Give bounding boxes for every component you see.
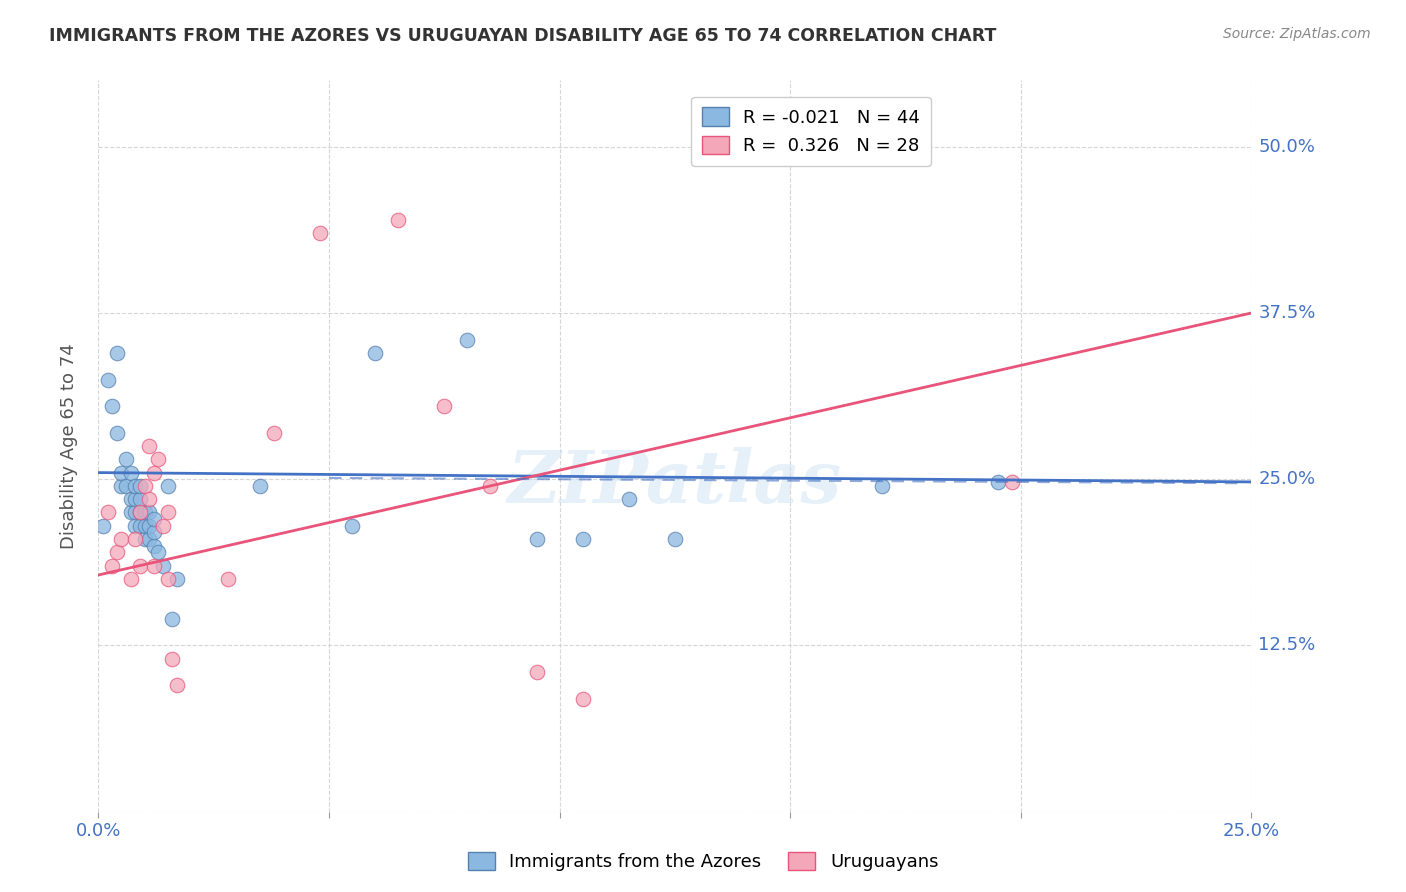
Legend: Immigrants from the Azores, Uruguayans: Immigrants from the Azores, Uruguayans: [460, 845, 946, 879]
Point: [124, 479, 146, 493]
Point: [138, 532, 160, 546]
Point: [249, 479, 271, 493]
Point: [120, 466, 142, 480]
Point: [166, 572, 188, 586]
Text: 12.5%: 12.5%: [1258, 637, 1316, 655]
Point: [217, 572, 239, 586]
Point: [571, 691, 593, 706]
Point: [97, 506, 120, 520]
Point: [617, 492, 640, 507]
Point: [160, 612, 183, 626]
Point: [433, 399, 456, 413]
Point: [987, 475, 1010, 489]
Point: [124, 518, 146, 533]
Point: [526, 532, 548, 546]
Point: [124, 492, 146, 507]
Point: [156, 572, 179, 586]
Point: [105, 545, 128, 559]
Point: [1000, 475, 1022, 489]
Point: [105, 425, 128, 440]
Point: [571, 532, 593, 546]
Point: [120, 492, 142, 507]
Point: [148, 545, 170, 559]
Point: [142, 558, 165, 573]
Legend: R = -0.021   N = 44, R =  0.326   N = 28: R = -0.021 N = 44, R = 0.326 N = 28: [690, 96, 931, 166]
Point: [160, 652, 183, 666]
Point: [263, 425, 285, 440]
Point: [152, 558, 174, 573]
Point: [134, 506, 156, 520]
Point: [142, 525, 165, 540]
Point: [387, 213, 409, 227]
Point: [456, 333, 478, 347]
Point: [91, 518, 114, 533]
Point: [120, 506, 142, 520]
Point: [526, 665, 548, 679]
Point: [129, 506, 152, 520]
Point: [134, 518, 156, 533]
Text: ZIPatlas: ZIPatlas: [508, 447, 842, 518]
Point: [134, 532, 156, 546]
Point: [142, 512, 165, 526]
Point: [664, 532, 686, 546]
Point: [479, 479, 502, 493]
Point: [105, 346, 128, 360]
Point: [129, 506, 152, 520]
Text: Source: ZipAtlas.com: Source: ZipAtlas.com: [1223, 27, 1371, 41]
Point: [134, 479, 156, 493]
Point: [115, 452, 138, 467]
Point: [156, 479, 179, 493]
Point: [101, 558, 124, 573]
Point: [364, 346, 387, 360]
Point: [166, 678, 188, 692]
Text: 50.0%: 50.0%: [1258, 137, 1315, 156]
Point: [124, 506, 146, 520]
Point: [110, 466, 132, 480]
Point: [115, 479, 138, 493]
Text: 37.5%: 37.5%: [1258, 304, 1316, 322]
Point: [110, 532, 132, 546]
Point: [97, 372, 120, 386]
Point: [340, 518, 363, 533]
Point: [129, 558, 152, 573]
Point: [129, 479, 152, 493]
Point: [156, 506, 179, 520]
Point: [101, 399, 124, 413]
Point: [308, 226, 330, 240]
Point: [120, 572, 142, 586]
Point: [129, 518, 152, 533]
Point: [872, 479, 894, 493]
Point: [138, 506, 160, 520]
Point: [124, 532, 146, 546]
Point: [138, 439, 160, 453]
Point: [138, 492, 160, 507]
Y-axis label: Disability Age 65 to 74: Disability Age 65 to 74: [59, 343, 77, 549]
Point: [129, 492, 152, 507]
Point: [142, 539, 165, 553]
Point: [138, 518, 160, 533]
Point: [152, 518, 174, 533]
Text: 25.0%: 25.0%: [1258, 470, 1316, 488]
Text: IMMIGRANTS FROM THE AZORES VS URUGUAYAN DISABILITY AGE 65 TO 74 CORRELATION CHAR: IMMIGRANTS FROM THE AZORES VS URUGUAYAN …: [49, 27, 997, 45]
Point: [148, 452, 170, 467]
Point: [110, 479, 132, 493]
Point: [142, 466, 165, 480]
